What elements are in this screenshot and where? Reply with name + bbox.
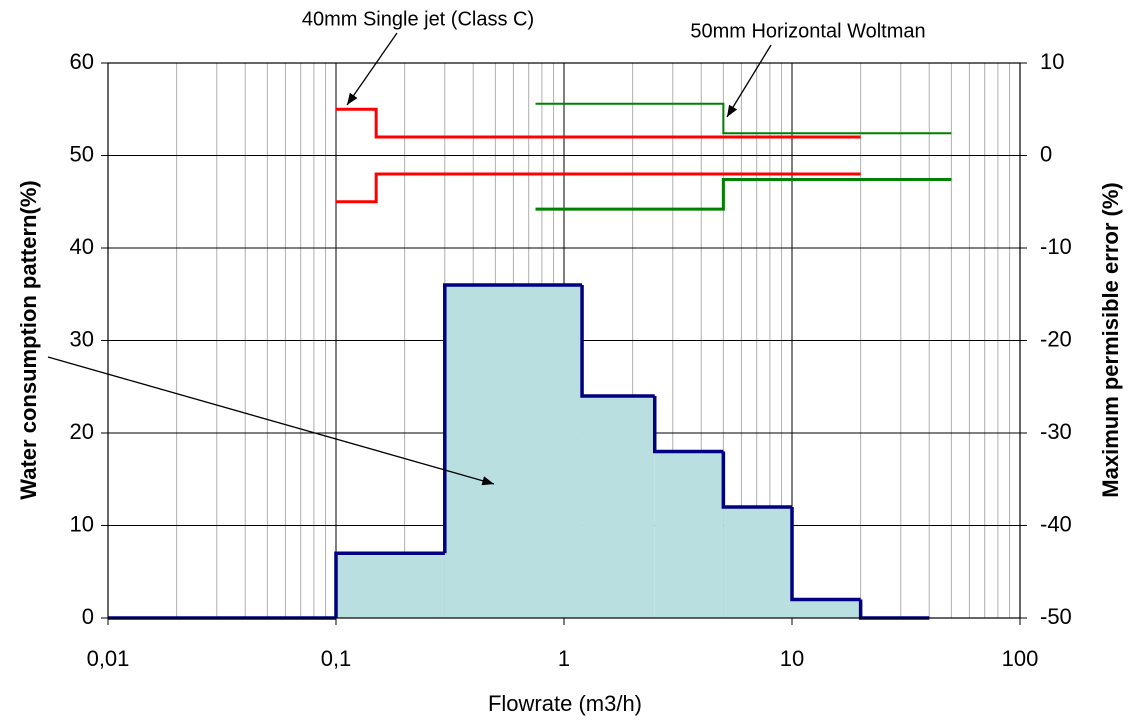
bar-outline xyxy=(580,285,655,398)
bar xyxy=(582,396,655,618)
y-tick-label: 50 xyxy=(70,141,94,166)
y2-tick-label: 0 xyxy=(1040,141,1052,166)
annotation-arrow xyxy=(47,356,495,486)
y2-axis-label: Maximum permisible error (%) xyxy=(1098,182,1123,497)
y-axis-label: Water consumption pattern(%) xyxy=(16,180,41,499)
y2-tick-label: -20 xyxy=(1040,326,1072,351)
annotation-arrow xyxy=(726,44,772,118)
x-tick-label: 0,1 xyxy=(321,646,352,671)
y-tick-label: 0 xyxy=(82,604,94,629)
line xyxy=(535,102,952,135)
y-tick-label: 30 xyxy=(70,326,94,351)
bar-outline xyxy=(652,396,724,454)
plot-frame xyxy=(107,62,1021,619)
y-tick-label: 60 xyxy=(70,49,94,74)
bar-outline xyxy=(443,283,583,554)
line xyxy=(336,107,861,139)
bar xyxy=(792,599,861,618)
bar-outline xyxy=(790,507,861,602)
x-tick-label: 10 xyxy=(780,646,804,671)
y2-tick-label: 10 xyxy=(1040,49,1064,74)
x-tick-label: 0,01 xyxy=(87,646,130,671)
y2-tick-label: -30 xyxy=(1040,419,1072,444)
y-tick-label: 10 xyxy=(70,511,94,536)
y2-tick-label: -50 xyxy=(1040,604,1072,629)
annotation: 50mm Horizontal Woltman xyxy=(690,20,925,42)
line xyxy=(336,172,861,204)
bar-outline xyxy=(721,451,792,509)
bar xyxy=(336,553,445,618)
y2-tick-label: -40 xyxy=(1040,511,1072,536)
bar-outline xyxy=(858,599,930,620)
x-axis-label: Flowrate (m3/h) xyxy=(488,691,642,716)
y-tick-label: 20 xyxy=(70,419,94,444)
bar xyxy=(654,451,724,618)
bar xyxy=(723,507,792,618)
marks xyxy=(108,102,952,620)
x-tick-label: 100 xyxy=(1002,646,1039,671)
line xyxy=(535,178,952,211)
annotation: 40mm Single jet (Class C) xyxy=(302,8,534,30)
annotation-arrow xyxy=(346,32,398,106)
y-tick-label: 40 xyxy=(70,234,94,259)
y2-tick-label: -10 xyxy=(1040,234,1072,259)
x-tick-label: 1 xyxy=(558,646,570,671)
bar-outline xyxy=(334,551,445,618)
bar xyxy=(444,285,583,618)
